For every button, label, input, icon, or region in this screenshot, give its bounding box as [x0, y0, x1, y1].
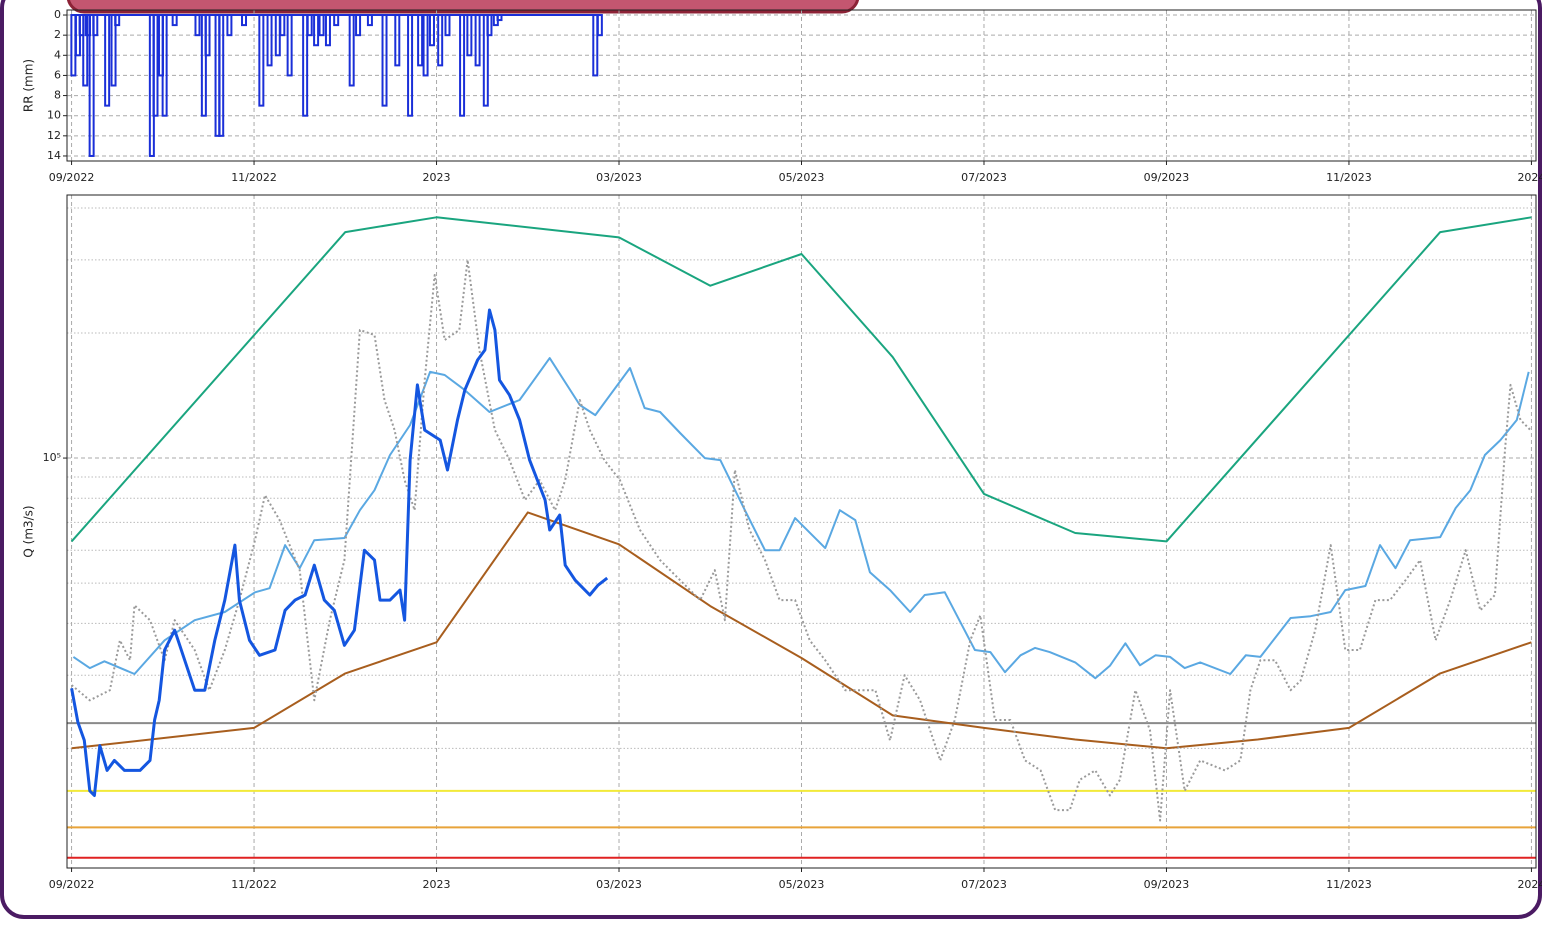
- bar: [286, 14, 293, 77]
- x-tick-label: 2024: [1517, 878, 1542, 891]
- bar: [241, 14, 248, 27]
- x-tick-label: 11/2022: [231, 878, 277, 891]
- bar: [348, 14, 355, 87]
- bar: [422, 14, 429, 77]
- y-tick-label: 12: [47, 129, 61, 142]
- y-axis-label: Q (m3/s): [22, 505, 36, 557]
- bar: [407, 14, 414, 117]
- series-line: [70, 216, 1532, 543]
- bar: [482, 14, 489, 107]
- bar: [200, 14, 207, 117]
- bar: [474, 14, 481, 67]
- bar: [428, 14, 435, 47]
- x-tick-label: 11/2022: [231, 171, 277, 184]
- bar: [381, 14, 388, 107]
- y-tick-label: 14: [47, 149, 61, 162]
- bar: [88, 14, 95, 157]
- bar: [104, 14, 111, 107]
- y-tick-label: 10: [47, 109, 61, 122]
- bar: [417, 14, 424, 67]
- y-tick-label: 8: [54, 89, 61, 102]
- x-tick-label: 2024: [1517, 171, 1542, 184]
- series-line: [71, 511, 1532, 750]
- bar: [266, 14, 273, 67]
- x-tick-label: 07/2023: [961, 878, 1007, 891]
- bar: [318, 14, 325, 37]
- bar: [226, 14, 233, 37]
- bar: [171, 14, 178, 27]
- bar: [258, 14, 265, 107]
- bar: [324, 14, 331, 47]
- plot-area: [67, 10, 1536, 161]
- axes-frame: [66, 194, 1537, 869]
- x-tick-label: 2023: [423, 878, 451, 891]
- x-tick-label: 11/2023: [1326, 878, 1372, 891]
- series-line: [72, 357, 1530, 680]
- bar: [486, 14, 493, 37]
- y-axis-label: RR (mm): [22, 59, 36, 112]
- x-tick-label: 07/2023: [961, 171, 1007, 184]
- bar: [306, 14, 313, 37]
- bar: [437, 14, 444, 67]
- bar: [114, 14, 121, 27]
- bar: [496, 14, 503, 22]
- bar: [444, 14, 451, 37]
- series-line: [70, 258, 1532, 822]
- plot-area: [67, 195, 1536, 868]
- x-tick-label: 03/2023: [596, 171, 642, 184]
- bar: [333, 14, 340, 27]
- axes-frame: [66, 9, 1537, 162]
- y-tick-label: 10⁵: [43, 451, 61, 464]
- x-tick-label: 09/2022: [49, 171, 95, 184]
- tab: [66, 0, 860, 14]
- x-tick-label: 09/2023: [1144, 171, 1190, 184]
- bar: [459, 14, 466, 117]
- bar: [592, 14, 599, 77]
- y-tick-label: 4: [54, 48, 61, 61]
- bar: [355, 14, 362, 37]
- bar: [218, 14, 225, 137]
- bar: [366, 14, 373, 27]
- series-line: [70, 308, 609, 797]
- bar: [194, 14, 201, 37]
- x-tick-label: 09/2022: [49, 878, 95, 891]
- bar: [302, 14, 309, 117]
- bar: [313, 14, 320, 47]
- x-tick-label: 11/2023: [1326, 171, 1372, 184]
- y-tick-label: 2: [54, 28, 61, 41]
- x-tick-label: 05/2023: [779, 878, 825, 891]
- x-tick-label: 2023: [423, 171, 451, 184]
- bar: [279, 14, 286, 37]
- bar: [394, 14, 401, 67]
- bar: [596, 14, 603, 37]
- y-tick-label: 0: [54, 8, 61, 21]
- bar: [110, 14, 117, 87]
- bar: [152, 14, 159, 117]
- x-tick-label: 09/2023: [1144, 878, 1190, 891]
- bar: [161, 14, 168, 117]
- x-tick-label: 05/2023: [779, 171, 825, 184]
- bar: [204, 14, 211, 57]
- x-tick-label: 03/2023: [596, 878, 642, 891]
- y-tick-label: 6: [54, 68, 61, 81]
- bar: [92, 14, 99, 37]
- bar: [466, 14, 473, 57]
